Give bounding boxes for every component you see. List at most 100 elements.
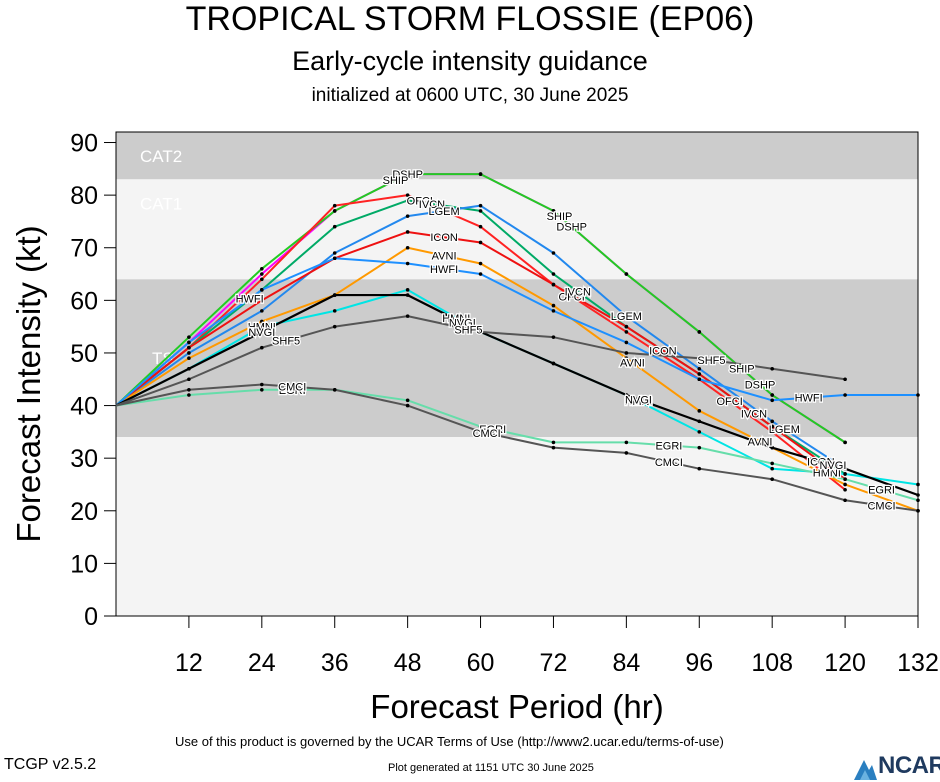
series-point-avni [551,303,556,308]
series-point-egri [770,461,774,466]
series-point-egri [551,440,556,445]
series-label-hwfi: HWFI [430,264,458,276]
series-point-shf5 [770,366,774,371]
series-point-shf5 [551,335,556,339]
series-point-ofci [260,277,264,282]
series-label-avni: AVNI [620,358,645,370]
series-point-avni [478,261,483,266]
series-point-nvgi [770,445,774,450]
series-point-hmni [405,288,410,292]
x-tick-label: 84 [612,649,640,677]
x-tick-label: 12 [175,649,203,677]
series-point-egri [187,393,191,397]
series-point-ship [551,209,556,213]
chart-series [115,172,920,513]
x-tick-label: 108 [751,649,793,677]
series-point-lgem [697,366,702,371]
band-cat2 [116,132,918,180]
series-point-egri [260,387,264,392]
y-tick-label: 40 [70,393,98,421]
band-label-cat2: CAT2 [140,147,182,166]
series-point-ofci [624,330,629,334]
series-point-hwfi [551,309,556,313]
series-point-icon [405,230,410,234]
series-point-icon [551,282,556,287]
series-label-icon: ICON [430,232,458,244]
series-point-shf5 [332,324,337,329]
series-point-hwfi [697,377,702,382]
series-point-avni [187,356,191,361]
x-tick-label: 36 [321,649,349,677]
series-point-nvgi [405,293,410,297]
series-point-ship [697,330,702,334]
series-point-lgem [260,309,264,313]
series-point-hwfi [260,288,264,292]
series-point-ofci [332,203,337,208]
series-label-hwfi: HWFI [795,393,823,405]
x-tick-label: 24 [248,649,276,677]
y-tick-label: 70 [70,235,98,263]
x-tick-label: 72 [540,649,568,677]
series-label-hmni: HMNI [624,396,652,408]
series-point-ivcn [332,224,337,229]
series-label-nvgi: NVGI [248,327,275,339]
series-point-lgem [478,203,483,208]
series-label-egri: EGRI [479,424,506,436]
series-point-ship [843,440,847,445]
series-point-shf5 [260,345,264,350]
series-point-lgem [405,214,410,218]
series-point-ivcn [478,209,483,213]
series-point-avni [260,319,264,324]
series-point-hmni [697,430,702,434]
series-point-avni [405,245,410,250]
series-point-cmci [187,387,191,392]
series-label-shf5: SHF5 [697,355,725,367]
series-point-icon [624,324,629,329]
series-label-ship: SHIP [383,175,409,187]
series-label-ofci: OFCI [717,396,743,408]
series-label-ofci: OFCI [407,195,433,207]
series-point-cmci [843,498,847,503]
chart-title: TROPICAL STORM FLOSSIE (EP06) [185,0,755,38]
series-label-nvgi: NVGI [449,318,476,330]
x-tick-label: 96 [685,649,713,677]
series-point-ship [405,172,410,176]
series-point-hmni [332,309,337,313]
series-point-shf5 [624,351,629,355]
series-point-ofci [843,487,847,492]
series-point-hmni [770,466,774,471]
series-label-cmci: CMCI [278,382,306,394]
series-point-hwfi [770,398,774,403]
series-point-ship [187,335,191,339]
series-point-egri [478,424,483,429]
series-line-cmci [115,383,919,512]
series-point-egri [624,440,629,445]
x-tick-label: 120 [824,649,866,677]
series-label-icon: ICON [649,345,677,357]
series-label-nvgi: NVGI [625,394,652,406]
series-point-lgem [187,351,191,355]
series-point-cmci [624,451,629,455]
series-label-icon: ICON [807,457,835,469]
series-point-egri [916,498,920,503]
series-label-shf5: SHF5 [454,324,482,336]
chart-subtitle: Early-cycle intensity guidance [292,46,648,76]
series-point-lgem [624,314,629,318]
series-point-ivcn [405,198,410,203]
x-tick-label: 60 [467,649,495,677]
y-tick-label: 10 [70,550,98,578]
series-point-hwfi [478,272,483,276]
y-tick-label: 20 [70,498,98,526]
series-point-ofci [478,224,483,229]
band-td [116,437,918,616]
series-point-shf5 [478,330,483,334]
series-point-egri [697,445,702,450]
ncar-logo-text: NCAR [878,752,940,779]
series-label-ofci: OFCI [559,291,585,303]
series-point-shf5 [843,377,847,382]
series-label-cmci: CMCI [655,457,683,469]
y-tick-label: 30 [70,445,98,473]
series-point-hwfi [843,393,847,397]
series-label-nvgi: NVGI [819,460,846,472]
